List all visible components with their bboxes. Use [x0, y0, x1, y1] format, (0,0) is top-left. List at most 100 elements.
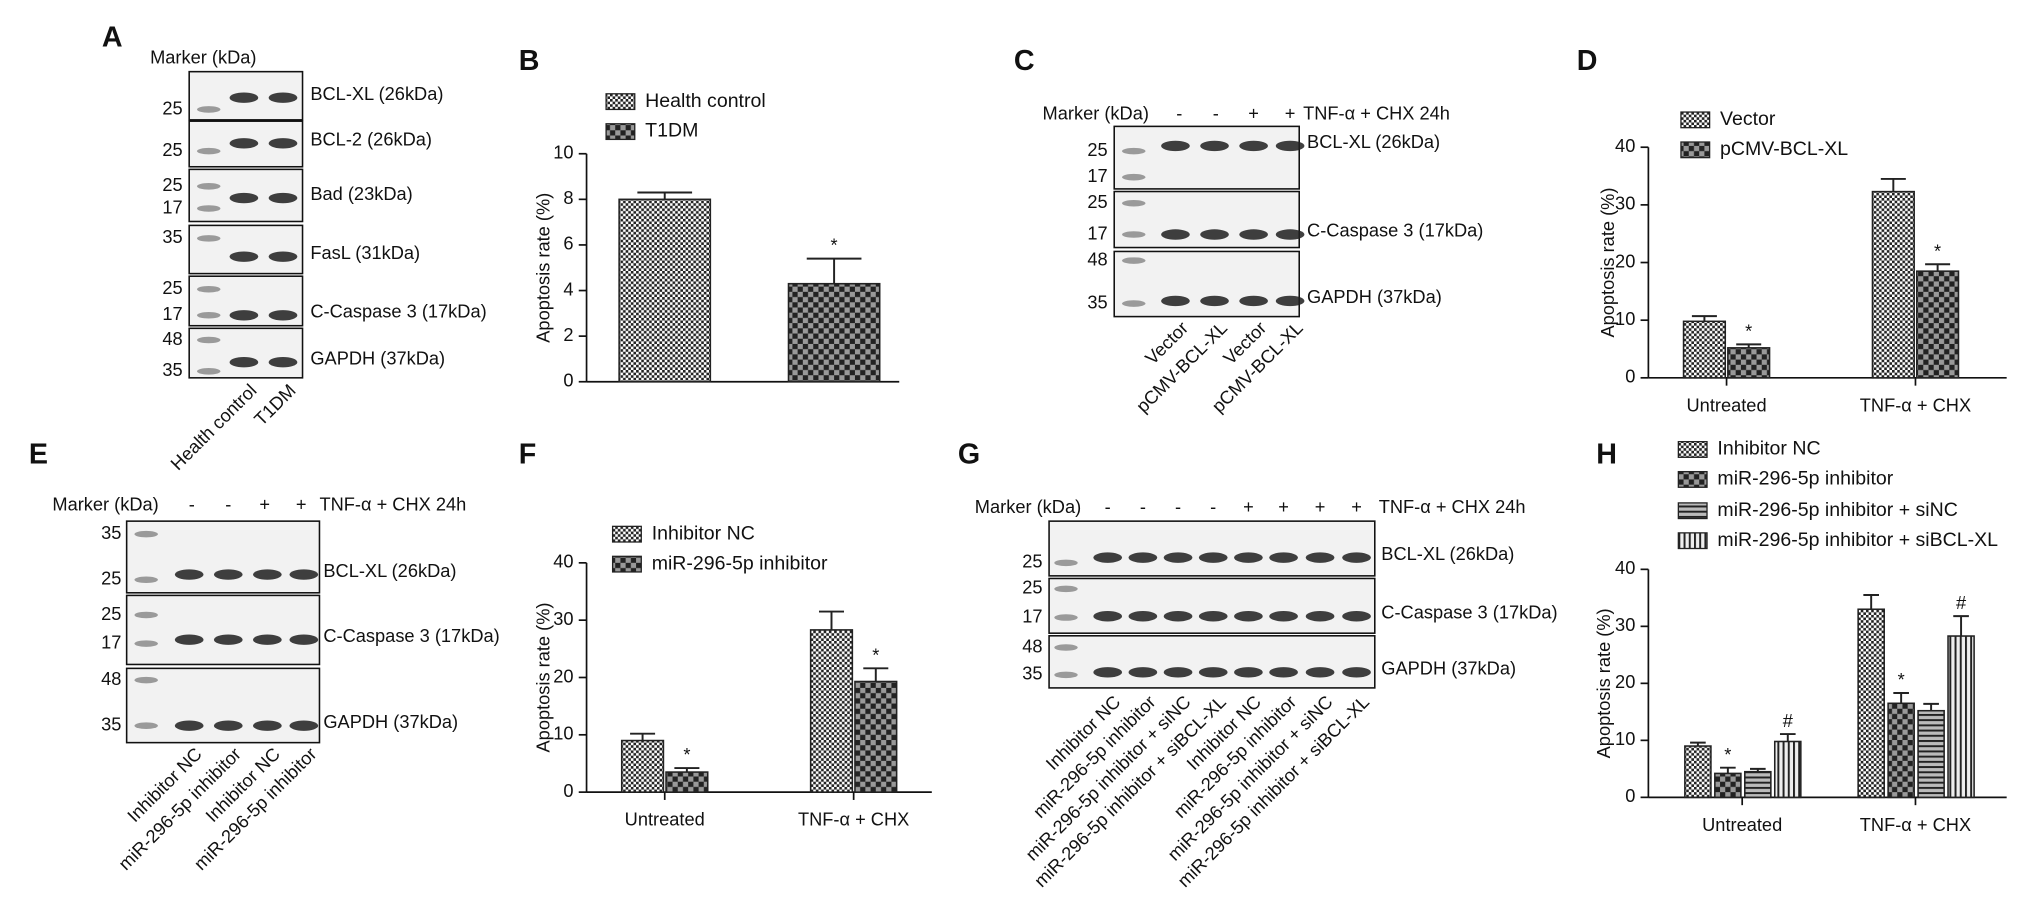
- significance-mark: *: [1745, 320, 1752, 341]
- y-tick-label: 30: [553, 608, 573, 629]
- marker-band: [134, 722, 158, 729]
- bar: [1915, 270, 1960, 379]
- western-blot: E Marker (kDa) - - + + TNF-α + CHX 24h 35 25 BCL-…: [29, 439, 500, 874]
- marker-size: 25: [1087, 191, 1107, 212]
- blot-strip: [1113, 190, 1301, 249]
- protein-band: [1342, 611, 1371, 622]
- panel-letter: F: [519, 439, 537, 471]
- legend-label: pCMV-BCL-XL: [1720, 138, 1848, 160]
- treatment-sign: -: [189, 493, 195, 514]
- band-label: FasL (31kDa): [310, 242, 420, 263]
- protein-band: [1128, 552, 1158, 563]
- legend-swatch: [611, 525, 642, 543]
- protein-band: [289, 634, 319, 645]
- marker-band: [1122, 231, 1146, 238]
- error-bar: [1691, 315, 1717, 322]
- western-blot: A Marker (kDa) 25 BCL-XL (26kDa) 25 BCL-2 (26…: [102, 22, 487, 474]
- y-tick-label: 2: [563, 324, 573, 345]
- marker-band: [1122, 173, 1146, 181]
- protein-band: [213, 634, 243, 645]
- protein-band: [1305, 611, 1335, 622]
- marker-size: 35: [101, 714, 121, 735]
- error-bar: [1750, 767, 1766, 772]
- error-bar: [1925, 263, 1951, 272]
- band-label: GAPDH (37kDa): [1381, 657, 1516, 678]
- blot-strip: [125, 594, 321, 666]
- bar: [620, 739, 665, 793]
- protein-band: [1234, 667, 1263, 678]
- y-tick-label: 0: [563, 370, 573, 391]
- bar: [1857, 608, 1885, 799]
- marker-size: 17: [1022, 605, 1042, 626]
- marker-band: [197, 368, 221, 375]
- treatment-sign: -: [225, 493, 231, 514]
- marker-band: [1122, 199, 1146, 207]
- error-bar: [1953, 615, 1969, 637]
- protein-band: [1239, 295, 1268, 307]
- error-bar: [1720, 766, 1736, 774]
- protein-band: [229, 192, 259, 204]
- blot-strip: [1048, 635, 1376, 689]
- marker-band: [134, 676, 158, 684]
- bar-chart: D Apoptosis rate (%) 0 10 20 30 40 Untreated TNF…: [1577, 45, 2007, 415]
- legend-swatch: [1677, 502, 1708, 520]
- legend-swatch: [611, 555, 642, 573]
- error-bar: [1690, 741, 1706, 747]
- treatment-sign: +: [1315, 496, 1326, 517]
- protein-band: [174, 634, 204, 645]
- legend-swatch: [1680, 111, 1711, 129]
- marker-size: 17: [162, 303, 182, 324]
- legend-label: Inhibitor NC: [1717, 438, 1820, 460]
- protein-band: [1093, 552, 1123, 563]
- significance-mark: #: [1783, 710, 1794, 731]
- marker-band: [197, 183, 221, 190]
- error-bar: [1863, 594, 1879, 610]
- marker-band: [1122, 257, 1146, 264]
- marker-band: [1054, 644, 1078, 651]
- y-tick-label: 30: [1615, 614, 1635, 635]
- legend-label: Health control: [645, 90, 766, 112]
- band-label: BCL-XL (26kDa): [310, 83, 443, 104]
- bar-chart: B Apoptosis rate (%) 0 2 4 6 8 10 Health control…: [519, 45, 900, 391]
- error-bar: [637, 191, 693, 200]
- protein-band: [1163, 667, 1193, 678]
- treatment-sign: -: [1105, 496, 1111, 517]
- band-label: BCL-XL (26kDa): [1381, 543, 1514, 564]
- y-tick-label: 0: [563, 780, 573, 801]
- significance-mark: *: [1898, 669, 1905, 690]
- protein-band: [1269, 552, 1298, 563]
- marker-size: 48: [1087, 248, 1107, 269]
- legend-label: Vector: [1720, 108, 1776, 130]
- protein-band: [1198, 611, 1228, 622]
- band-label: Bad (23kDa): [310, 183, 412, 204]
- western-blot: C Marker (kDa) - - + + TNF-α + CHX 24h 25 17 BCL-…: [1014, 45, 1483, 416]
- marker-size: 35: [162, 359, 182, 380]
- treatment-sign: -: [1176, 102, 1182, 123]
- marker-band: [1122, 300, 1146, 307]
- y-tick-label: 40: [553, 551, 573, 572]
- marker-band: [197, 147, 221, 155]
- x-tick-label: TNF-α + CHX: [1860, 814, 1971, 835]
- bar: [1744, 770, 1772, 799]
- protein-band: [1342, 552, 1371, 563]
- significance-mark: *: [831, 235, 838, 256]
- marker-size: 25: [162, 277, 182, 298]
- protein-band: [1093, 667, 1123, 678]
- bar-chart: H Apoptosis rate (%) 0 10 20 30 40 Untreated TNF…: [1593, 438, 2007, 835]
- error-bar: [863, 667, 889, 682]
- band-label: GAPDH (37kDa): [323, 711, 458, 732]
- treatment-sign: +: [296, 493, 307, 514]
- protein-band: [174, 720, 204, 731]
- legend-swatch: [1677, 441, 1708, 458]
- protein-band: [1275, 229, 1305, 240]
- marker-size: 35: [1022, 663, 1042, 684]
- marker-title: Marker (kDa): [1043, 102, 1149, 123]
- protein-band: [229, 251, 259, 262]
- significance-mark: *: [1934, 240, 1941, 261]
- significance-mark: *: [1724, 744, 1731, 765]
- protein-band: [268, 356, 298, 368]
- marker-size: 25: [1022, 551, 1042, 572]
- protein-band: [1269, 667, 1298, 678]
- treatment-sign: -: [1175, 496, 1181, 517]
- panel-letter: B: [519, 45, 540, 77]
